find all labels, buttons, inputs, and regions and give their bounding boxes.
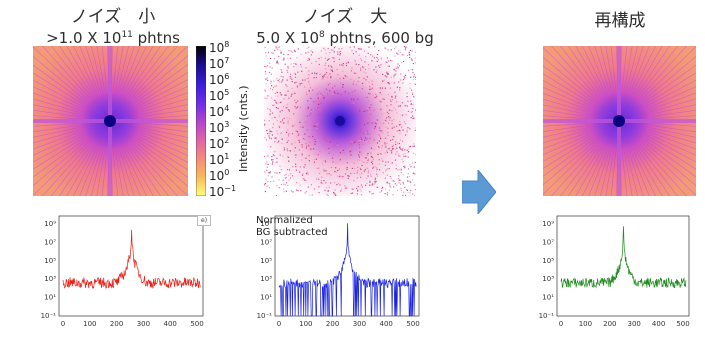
y-tick-label: 10⁵	[542, 257, 554, 265]
diffraction-image-low-noise	[33, 46, 188, 196]
colorbar-axis-text: Intensity (cnts.)	[237, 85, 250, 172]
colorbar-tick-label: 106	[209, 72, 230, 87]
y-tick-label: 10⁷	[44, 238, 56, 246]
title-low-noise: ノイズ 小 >1.0 X 1011 phtns	[28, 8, 198, 47]
colorbar-tick-label: 10−1	[209, 184, 237, 199]
colorbar-tick-label: 100	[209, 168, 230, 183]
y-tick-label: 10⁹	[260, 220, 272, 228]
profile-plot-low-noise: 10⁹ 10⁷ 10⁵ 10³ 10¹ 10⁻¹ 0 100 200 300 400 500	[37, 212, 209, 330]
title-high-noise-exp: 8	[319, 30, 325, 40]
colorbar-tick-label: 104	[209, 104, 230, 119]
title-high-noise-prefix: 5.0 X 10	[256, 29, 320, 47]
x-tick-label: 0	[277, 320, 281, 328]
title-high-noise-suffix: phtns, 600 bg	[324, 29, 434, 47]
plot-frame	[274, 215, 420, 317]
plot-note-line2: BG subtracted	[256, 227, 328, 238]
y-tick-label: 10⁹	[44, 220, 56, 228]
y-tick-label: 10⁷	[260, 238, 272, 246]
title-low-noise-sub: >1.0 X 1011 phtns	[28, 26, 198, 47]
title-high-noise-main: ノイズ 大	[302, 7, 388, 27]
x-tick-label: 300	[137, 320, 150, 328]
x-tick-label: 500	[676, 320, 689, 328]
diffraction-image-high-noise	[264, 46, 416, 196]
y-tick-label: 10⁷	[542, 238, 554, 246]
x-tick-label: 400	[380, 320, 393, 328]
x-tick-label: 300	[628, 320, 641, 328]
colorbar	[196, 46, 206, 196]
x-tick-label: 0	[559, 320, 563, 328]
title-reconstruction-main: 再構成	[594, 11, 646, 31]
colorbar-tick-label: 105	[209, 88, 230, 103]
colorbar-axis-label: Intensity (cnts.)	[237, 76, 251, 186]
y-tick-label: 10⁻¹	[539, 312, 555, 320]
y-tick-label: 10³	[44, 275, 56, 283]
title-low-noise-suffix: phtns	[132, 29, 180, 47]
plot-legend-left: e)	[197, 215, 212, 226]
y-tick-label: 10⁻¹	[257, 312, 273, 320]
y-tick-label: 10¹	[542, 294, 554, 302]
y-tick-label: 10⁻¹	[41, 312, 57, 320]
y-tick-label: 10⁵	[260, 257, 272, 265]
colorbar-tick-label: 103	[209, 120, 230, 135]
x-tick-label: 500	[406, 320, 419, 328]
title-low-noise-exp: 11	[121, 30, 133, 40]
colorbar-tick-label: 107	[209, 56, 230, 71]
plot-legend-left-text: e)	[201, 217, 208, 224]
title-high-noise-sub: 5.0 X 108 phtns, 600 bg	[250, 26, 440, 47]
y-tick-label: 10¹	[44, 294, 56, 302]
profile-plot-reconstruction: 10⁹ 10⁷ 10⁵ 10³ 10¹ 10⁻¹ 0 100 200 300 400 500	[535, 212, 695, 330]
x-tick-label: 100	[299, 320, 312, 328]
x-tick-label: 100	[83, 320, 96, 328]
plot-note-line1: Normalized	[256, 215, 313, 226]
x-tick-label: 200	[603, 320, 616, 328]
title-low-noise-prefix: >1.0 X 10	[46, 29, 122, 47]
y-tick-label: 10⁹	[542, 220, 554, 228]
plot-frame	[58, 215, 204, 317]
profile-line	[278, 223, 417, 317]
plot-frame	[556, 215, 690, 317]
title-high-noise: ノイズ 大 5.0 X 108 phtns, 600 bg	[250, 8, 440, 47]
title-low-noise-main: ノイズ 小	[70, 7, 156, 27]
profile-plot-high-noise: 10⁹ 10⁷ 10⁵ 10³ 10¹ 10⁻¹ 0 100 200 300 400 500	[253, 212, 425, 330]
x-tick-label: 200	[110, 320, 123, 328]
plot-note: Normalized BG subtracted	[256, 215, 328, 239]
colorbar-tick-label: 108	[209, 40, 230, 55]
x-tick-label: 100	[579, 320, 592, 328]
colorbar-tick-label: 102	[209, 136, 230, 151]
x-tick-label: 500	[190, 320, 203, 328]
x-tick-label: 0	[61, 320, 65, 328]
y-tick-label: 10³	[542, 275, 554, 283]
x-tick-label: 200	[326, 320, 339, 328]
profile-line	[62, 229, 201, 290]
profile-line	[560, 226, 687, 289]
colorbar-tick-label: 101	[209, 152, 230, 167]
x-tick-label: 400	[164, 320, 177, 328]
y-tick-label: 10¹	[260, 294, 272, 302]
title-reconstruction: 再構成	[545, 12, 695, 30]
x-tick-label: 400	[652, 320, 665, 328]
x-tick-label: 300	[353, 320, 366, 328]
y-tick-label: 10⁵	[44, 257, 56, 265]
diffraction-image-reconstruction	[543, 46, 696, 196]
y-tick-label: 10³	[260, 275, 272, 283]
right-arrow-icon	[462, 170, 496, 214]
